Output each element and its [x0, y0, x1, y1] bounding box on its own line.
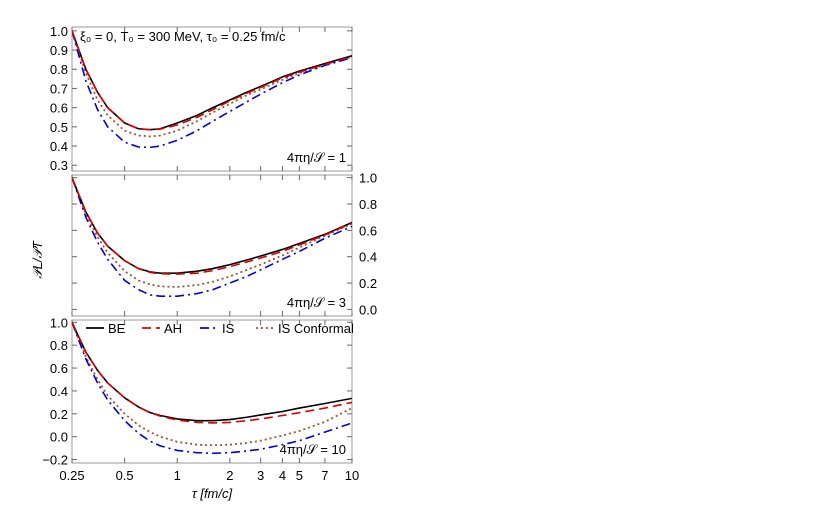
- series-line-be: [72, 321, 352, 422]
- panel-label: 4πη/𝒮 = 1: [287, 150, 346, 165]
- series-group: [72, 177, 352, 298]
- y-tick-label: 0.4: [50, 139, 68, 154]
- panel-label: 4πη/𝒮 = 3: [287, 295, 346, 310]
- x-tick-label: 5: [296, 468, 303, 483]
- series-group: [72, 321, 352, 455]
- x-tick-label: 4: [279, 468, 286, 483]
- series-line-is-conformal: [72, 177, 352, 288]
- legend-label-is-conformal: IS Conformal: [278, 321, 354, 336]
- y-tick-label: 0.4: [50, 384, 68, 399]
- series-line-ah: [72, 321, 352, 424]
- series-line-ah: [72, 30, 352, 131]
- series-group: [72, 30, 352, 149]
- series-line-is-conformal: [72, 30, 352, 138]
- legend-label-ah: AH: [164, 321, 182, 336]
- y-tick-label: 1.0: [359, 171, 377, 186]
- y-tick-label: 0.5: [50, 120, 68, 135]
- y-tick-label: 0.7: [50, 81, 68, 96]
- x-tick-label: 0.5: [116, 468, 134, 483]
- y-tick-label: 0.6: [50, 361, 68, 376]
- y-tick-label: 0.3: [50, 158, 68, 173]
- legend-label-is: IS: [222, 321, 235, 336]
- y-tick-label: 0.8: [50, 338, 68, 353]
- y-tick-label: 0.0: [359, 302, 377, 317]
- y-tick-label: 0.6: [359, 223, 377, 238]
- y-tick-label: 0.9: [50, 43, 68, 58]
- y-tick-label: 1.0: [50, 315, 68, 330]
- y-tick-label: 0.6: [50, 101, 68, 116]
- panel-1: 0.3 0.4 0.5 0.6 0.7 0.8 0.9 1.0 4πη/𝒮 = 1: [50, 24, 353, 173]
- header-annotation: ξ₀ = 0, T₀ = 300 MeV, τ₀ = 0.25 fm/c: [80, 29, 286, 44]
- series-line-is: [72, 30, 352, 149]
- y-tick-label: 0.0: [50, 430, 68, 445]
- legend: BE AH IS IS Conformal: [86, 321, 354, 336]
- series-line-ah: [72, 177, 352, 275]
- y-tick-label: 0.2: [359, 276, 377, 291]
- series-line-be: [72, 30, 352, 131]
- panel-frame: [71, 26, 353, 172]
- panel-label: 4πη/𝒮 = 10: [280, 442, 346, 457]
- x-tick-label: 7: [321, 468, 328, 483]
- panel-2: 0.0 0.2 0.4 0.6 0.8 1.0 4πη/𝒮 = 3: [71, 171, 377, 317]
- series-line-is-conformal: [72, 321, 352, 447]
- y-tick-label: 0.2: [50, 407, 68, 422]
- panel-3: −0.2 0.0 0.2 0.4 0.6 0.8 1.0 4πη/𝒮 = 10: [42, 315, 353, 468]
- panel-frame: [71, 319, 353, 464]
- y-tick-label: 1.0: [50, 24, 68, 39]
- x-tick-label: 3: [257, 468, 264, 483]
- panel-frame: [71, 174, 353, 317]
- x-tick-label: 0.25: [59, 468, 84, 483]
- y-axis-title: 𝒫L/𝒫T: [30, 240, 45, 279]
- y-tick-label: 0.4: [359, 250, 377, 265]
- x-tick-label: 2: [226, 468, 233, 483]
- x-axis-title: τ [fm/c]: [192, 486, 233, 501]
- series-line-is: [72, 177, 352, 298]
- y-tick-label: −0.2: [42, 453, 68, 468]
- y-tick-label: 0.8: [359, 197, 377, 212]
- series-line-is: [72, 322, 352, 455]
- x-tick-label: 1: [174, 468, 181, 483]
- x-tick-label: 10: [345, 468, 359, 483]
- series-line-be: [72, 177, 352, 274]
- y-tick-label: 0.8: [50, 62, 68, 77]
- legend-label-be: BE: [108, 321, 126, 336]
